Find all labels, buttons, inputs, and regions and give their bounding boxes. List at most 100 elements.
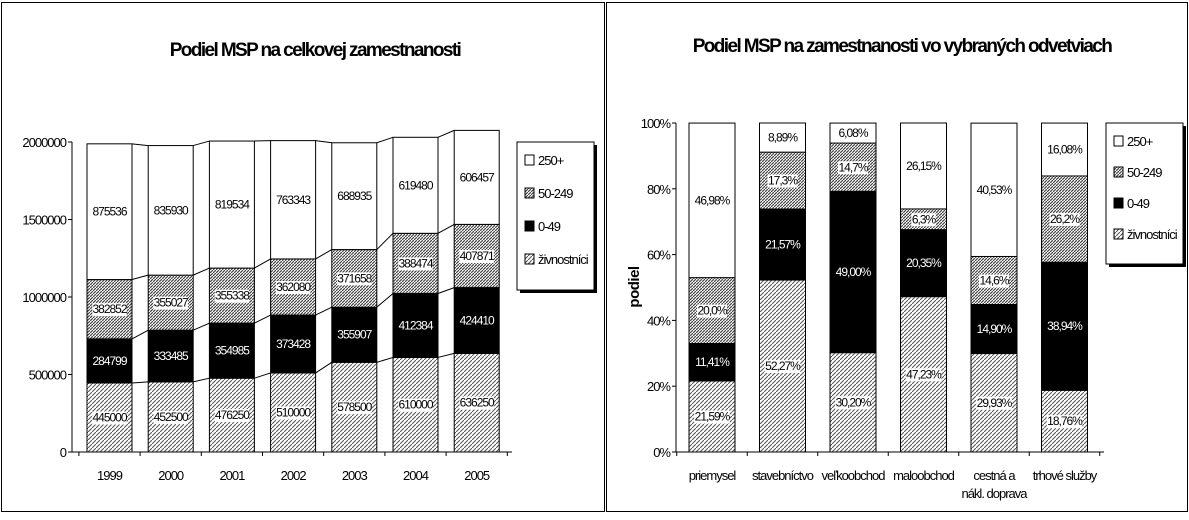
legend-label-50-249: 50-249	[538, 186, 573, 201]
series-connector	[316, 141, 332, 143]
employment-chart: Podiel MSP na celkovej zamestnanosti 0 50…	[22, 40, 597, 483]
series-connector	[132, 330, 148, 339]
x-tick-label: 1999	[97, 468, 123, 483]
chart2-bars: 21,59%11,41%20,0%46,98%52,27%21,57%17,3%…	[689, 123, 1088, 452]
data-label: 14,7%	[838, 160, 868, 174]
series-connector	[254, 315, 270, 323]
data-label: 14,6%	[979, 273, 1009, 287]
y-tick-label: 0	[60, 445, 67, 460]
legend-shadow	[1183, 126, 1186, 267]
y-tick-label: 20%	[647, 379, 671, 394]
data-label: 16,08%	[1047, 143, 1083, 157]
x-tick-label: veľkoobchod	[822, 468, 886, 483]
y-tick-label: 1000000	[22, 290, 66, 305]
y-tick-label: 500000	[29, 368, 67, 383]
legend-swatch-ziv	[1114, 229, 1123, 239]
y-tick-label: 60%	[647, 248, 671, 263]
data-label: 610000	[398, 398, 433, 412]
data-label: 29,93%	[977, 396, 1013, 410]
chart2-title: Podiel MSP na zamestnanosti vo vybraných…	[693, 36, 1113, 57]
series-connector	[438, 288, 454, 294]
data-label: 476250	[215, 408, 250, 422]
x-tick-label: 2002	[281, 468, 307, 483]
chart1-title: Podiel MSP na celkovej zamestnanosti	[170, 40, 461, 61]
series-connector	[254, 373, 270, 378]
bar-stavebníctvo: 52,27%21,57%17,3%8,89%	[760, 123, 806, 452]
data-label: 388474	[398, 256, 433, 270]
data-label: 17,3%	[768, 174, 798, 188]
data-label: 6,08%	[838, 126, 868, 140]
data-label: 355907	[337, 328, 372, 342]
data-label: 819534	[215, 198, 250, 212]
data-label: 354985	[215, 344, 250, 358]
data-label: 688935	[337, 189, 372, 203]
bar-2003: 578500 355907 371658 688935	[332, 143, 377, 452]
data-label: 21,59%	[695, 409, 731, 423]
legend-shadow	[520, 290, 597, 293]
series-connector	[438, 353, 454, 357]
legend-swatch-50-249	[525, 188, 534, 198]
y-tick-label: 0%	[653, 445, 671, 460]
data-label: 333485	[154, 349, 189, 363]
x-tick-label: nákl. doprava	[961, 486, 1028, 501]
chart2-y-axis-label: podiel	[626, 266, 643, 307]
series-connector	[316, 250, 332, 259]
bar-maloobchod: 47,23%20,35%6,3%26,15%	[901, 123, 947, 452]
y-tick-label: 1500000	[22, 213, 66, 228]
series-connector	[254, 259, 270, 268]
data-label: 445000	[92, 411, 127, 425]
data-label: 763343	[276, 193, 311, 207]
bar-1999: 445000 284799 382852 875536	[87, 144, 132, 452]
data-label: 382852	[92, 302, 127, 316]
data-label: 20,35%	[906, 256, 942, 270]
x-tick-label: stavebníctvo	[752, 468, 814, 483]
data-label: 18,76%	[1047, 414, 1083, 428]
legend-label-ziv: živnostníci	[538, 252, 589, 267]
data-label: 355027	[154, 296, 189, 310]
series-connector	[132, 275, 148, 279]
data-label: 424410	[460, 313, 495, 327]
data-label: 636250	[460, 396, 495, 410]
data-label: 49,00%	[836, 265, 872, 279]
y-tick-label: 40%	[647, 313, 671, 328]
series-connector	[316, 362, 332, 373]
data-label: 47,23%	[906, 367, 942, 381]
x-tick-label: cestná a	[973, 468, 1016, 483]
x-tick-label: priemysel	[689, 468, 737, 483]
data-label: 38,94%	[1047, 319, 1083, 333]
x-tick-label: maloobchod	[893, 468, 955, 483]
x-tick-label: trhové služby	[1033, 468, 1098, 483]
data-label: 875536	[92, 205, 127, 219]
bar-trhové služby: 18,76% 38,94% 26,2% 16,08%	[1042, 123, 1088, 452]
data-label: 284799	[92, 354, 127, 368]
legend-shadow	[1109, 264, 1186, 267]
series-connector	[193, 323, 209, 330]
data-label: 26,2%	[1050, 212, 1080, 226]
data-label: 11,41%	[695, 355, 730, 369]
legend-label-0-49: 0-49	[538, 219, 561, 234]
data-label: 578500	[337, 400, 372, 414]
data-label: 30,20%	[836, 395, 872, 409]
y-tick-label: 80%	[647, 182, 671, 197]
legend-label-50-249: 50-249	[1127, 165, 1162, 180]
data-label: 40,53%	[977, 183, 1013, 197]
data-label: 14,90%	[977, 322, 1013, 336]
data-label: 362080	[276, 280, 311, 294]
x-tick-label: 2004	[403, 468, 429, 483]
series-connector	[377, 294, 393, 308]
data-label: 407871	[460, 249, 495, 263]
legend-swatch-50-249	[1114, 167, 1123, 177]
chart1-legend: 250+ 50-249 0-49 živnostníci	[517, 142, 597, 293]
chart1-bars: 4450002847993828528755364525003334853550…	[87, 130, 499, 452]
data-label: 371658	[337, 271, 372, 285]
legend-label-250: 250+	[538, 153, 564, 168]
data-label: 6,3%	[912, 212, 937, 226]
series-connector	[438, 224, 454, 233]
